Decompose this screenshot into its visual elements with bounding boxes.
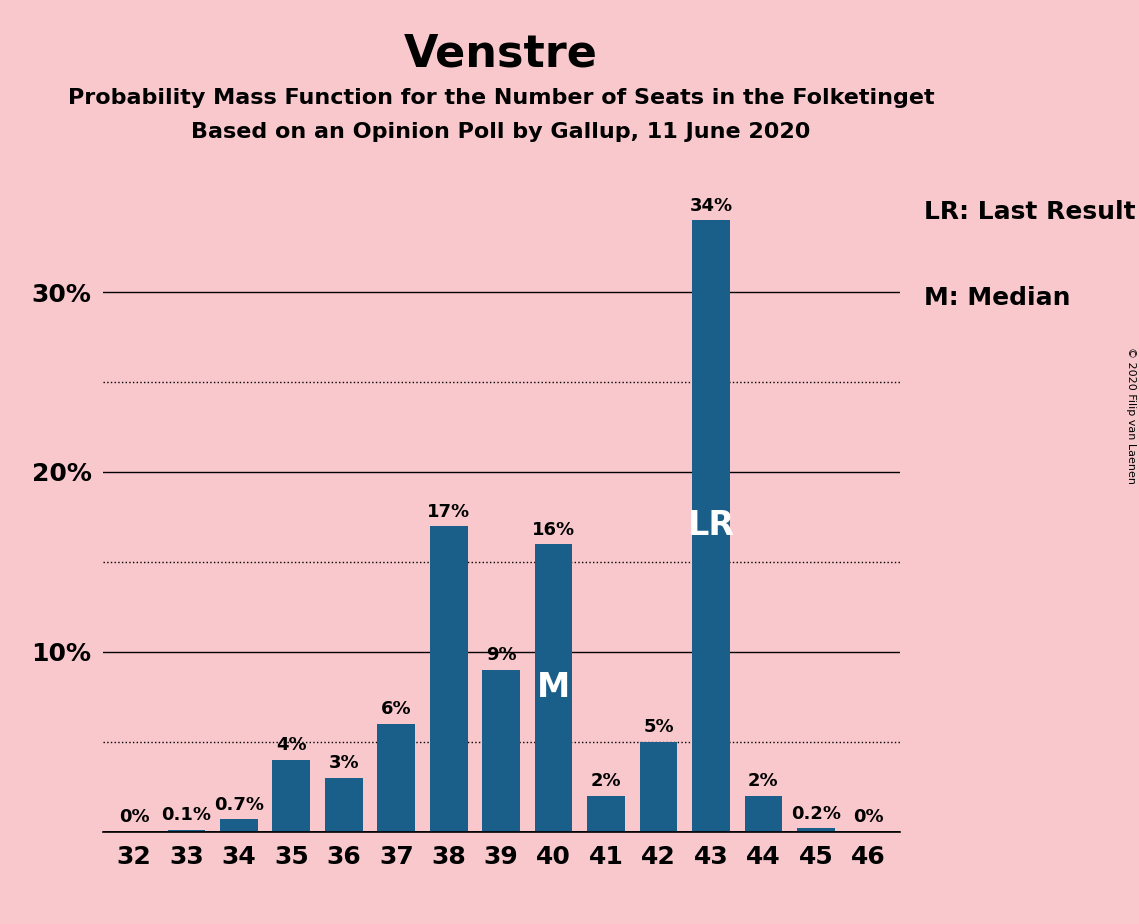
Bar xyxy=(482,670,521,832)
Text: 6%: 6% xyxy=(380,700,411,718)
Text: 2%: 2% xyxy=(748,772,779,790)
Text: 0.2%: 0.2% xyxy=(790,805,841,822)
Text: Probability Mass Function for the Number of Seats in the Folketinget: Probability Mass Function for the Number… xyxy=(68,88,934,108)
Bar xyxy=(167,830,205,832)
Text: 0%: 0% xyxy=(853,808,884,826)
Text: LR: LR xyxy=(688,509,735,542)
Text: 5%: 5% xyxy=(644,718,674,736)
Bar xyxy=(693,220,730,832)
Bar xyxy=(745,796,782,832)
Bar xyxy=(272,760,310,832)
Bar xyxy=(429,526,468,832)
Text: 4%: 4% xyxy=(276,736,306,754)
Text: 2%: 2% xyxy=(591,772,622,790)
Text: 0.7%: 0.7% xyxy=(214,796,264,814)
Text: 3%: 3% xyxy=(328,754,359,772)
Text: M: Median: M: Median xyxy=(924,286,1071,310)
Text: LR: Last Result: LR: Last Result xyxy=(924,200,1136,224)
Bar xyxy=(588,796,625,832)
Bar xyxy=(797,828,835,832)
Text: Based on an Opinion Poll by Gallup, 11 June 2020: Based on an Opinion Poll by Gallup, 11 J… xyxy=(191,122,811,142)
Bar xyxy=(377,723,415,832)
Text: 17%: 17% xyxy=(427,503,470,520)
Bar xyxy=(534,544,573,832)
Text: 9%: 9% xyxy=(486,647,516,664)
Bar xyxy=(220,819,257,832)
Text: M: M xyxy=(536,671,571,704)
Text: 34%: 34% xyxy=(689,197,732,215)
Bar xyxy=(325,778,362,832)
Text: 16%: 16% xyxy=(532,520,575,539)
Text: Venstre: Venstre xyxy=(404,32,598,76)
Bar xyxy=(640,742,678,832)
Text: 0%: 0% xyxy=(118,808,149,826)
Text: 0.1%: 0.1% xyxy=(162,807,212,824)
Text: © 2020 Filip van Laenen: © 2020 Filip van Laenen xyxy=(1126,347,1136,484)
